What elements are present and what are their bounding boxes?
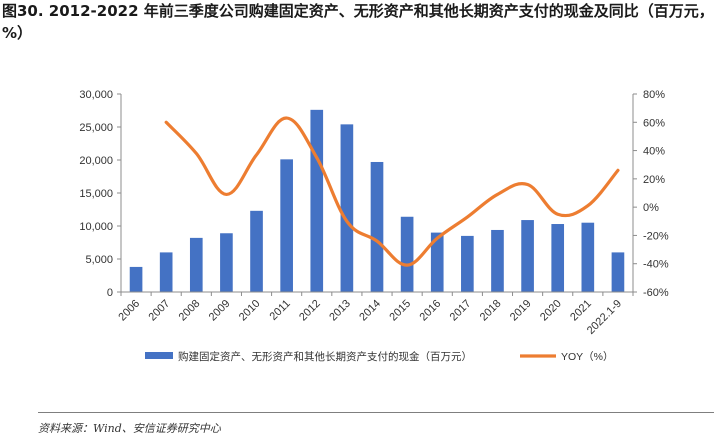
left-axis: 0 5,000 10,000 15,000 20,000 25,000 30,000 <box>79 89 122 299</box>
x-axis-tick-label: 2017 <box>448 298 474 324</box>
right-axis-tick-label: 20% <box>643 174 665 186</box>
left-axis-tick-label: 20,000 <box>79 155 113 167</box>
x-axis-tick-label: 2021 <box>568 298 594 324</box>
bar <box>189 237 203 292</box>
left-axis-tick-label: 5,000 <box>85 254 113 266</box>
x-axis-tick-label: 2019 <box>508 298 534 324</box>
bar <box>280 159 293 292</box>
bar <box>129 266 143 292</box>
yoy-line <box>164 116 620 267</box>
bar <box>611 252 625 292</box>
left-axis-tick-label: 10,000 <box>79 221 113 233</box>
bar <box>400 216 414 292</box>
x-axis-tick-label: 2007 <box>146 298 172 324</box>
bar <box>430 232 444 292</box>
legend-bar-label: 购建固定资产、无形资产和其他长期资产支付的现金（百万元） <box>178 350 472 363</box>
x-axis-tick-label: 2006 <box>116 298 142 324</box>
left-axis-tick-label: 30,000 <box>79 89 113 101</box>
legend-line-label: YOY（%） <box>561 351 614 363</box>
bar <box>310 109 324 292</box>
bar <box>159 252 173 292</box>
right-axis: -60% -40% -20% 0% 20% 40% 60% 80% <box>632 89 669 299</box>
x-axis-tick-label: 2014 <box>357 298 383 324</box>
x-axis-tick-label: 2011 <box>268 298 293 323</box>
x-axis-tick-label: 2018 <box>478 298 504 324</box>
bar <box>581 222 595 292</box>
source-divider <box>38 412 714 413</box>
bar <box>461 235 474 292</box>
bar <box>491 229 504 292</box>
left-axis-tick-label: 0 <box>107 287 113 299</box>
bar <box>340 124 354 292</box>
right-axis-tick-label: 0% <box>643 202 659 214</box>
x-axis-tick-label: 2015 <box>387 298 413 324</box>
bar <box>370 161 384 292</box>
right-axis-tick-label: 80% <box>643 89 665 101</box>
chart-title: 图30. 2012-2022 年前三季度公司购建固定资产、无形资产和其他长期资产… <box>2 2 714 42</box>
x-axis-tick-label: 2013 <box>327 298 353 324</box>
x-axis: 2006 2007 2008 2009 2010 2011 2012 2013 2014 2015… <box>116 291 634 337</box>
legend-bar-swatch <box>145 352 173 359</box>
right-axis-tick-label: -60% <box>643 287 669 299</box>
right-axis-tick-label: -20% <box>643 230 669 242</box>
x-axis-tick-label: 2009 <box>207 298 233 324</box>
left-axis-tick-label: 25,000 <box>79 122 113 134</box>
bar <box>521 220 534 292</box>
x-axis-tick-label: 2010 <box>237 298 263 324</box>
right-axis-tick-label: 60% <box>643 117 665 129</box>
right-axis-tick-label: 40% <box>643 146 665 158</box>
bar <box>220 233 233 292</box>
legend: 购建固定资产、无形资产和其他长期资产支付的现金（百万元） YOY（%） <box>145 350 614 363</box>
combo-chart: 0 5,000 10,000 15,000 20,000 25,000 30,000 -60… <box>79 89 669 363</box>
left-axis-tick-label: 15,000 <box>79 188 113 200</box>
bar <box>250 210 263 292</box>
x-axis-tick-label: 2016 <box>418 298 444 324</box>
right-axis-tick-label: -40% <box>643 259 669 271</box>
x-axis-tick-label: 2020 <box>538 298 564 324</box>
x-axis-tick-label: 2012 <box>297 298 323 324</box>
bars <box>129 109 625 292</box>
x-axis-tick-label: 2008 <box>177 298 203 324</box>
source-note: 资料来源：Wind、安信证券研究中心 <box>38 422 221 435</box>
bar <box>551 224 565 292</box>
